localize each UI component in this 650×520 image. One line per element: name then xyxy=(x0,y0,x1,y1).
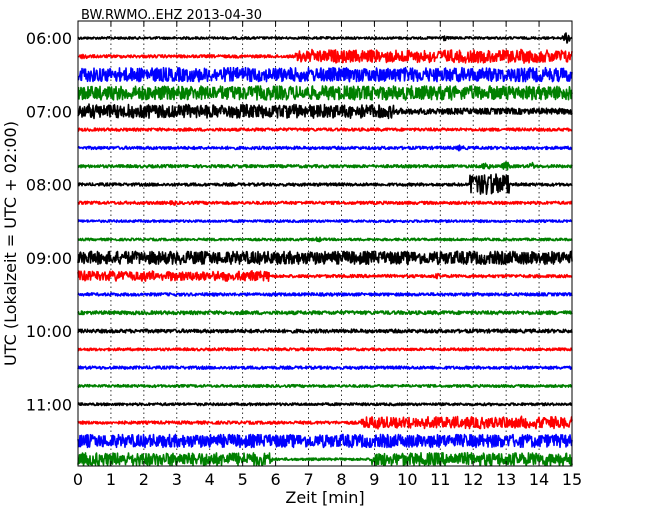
trace-line xyxy=(77,127,573,132)
x-tick-label: 0 xyxy=(73,470,83,489)
trace-line xyxy=(77,451,573,467)
trace-line xyxy=(77,365,573,370)
trace-line xyxy=(77,310,573,316)
trace-series xyxy=(77,32,573,467)
chart-title: BW.RWMO..EHZ 2013-04-30 xyxy=(81,8,262,23)
y-tick-label: 08:00 xyxy=(26,176,72,195)
y-axis-label: UTC (Lokalzeit = UTC + 02:00) xyxy=(1,121,20,366)
y-tick-label: 10:00 xyxy=(26,322,72,341)
trace-line xyxy=(77,236,573,243)
trace-line xyxy=(77,402,573,407)
y-tick-label: 07:00 xyxy=(26,102,72,121)
x-tick-label: 14 xyxy=(529,470,549,489)
trace-line xyxy=(77,219,573,224)
y-tick-label: 06:00 xyxy=(26,29,72,48)
x-tick-label: 6 xyxy=(271,470,281,489)
trace-line xyxy=(77,200,573,206)
trace-line xyxy=(77,250,573,266)
trace-line xyxy=(77,85,573,101)
trace-line xyxy=(77,144,573,152)
x-tick-label: 11 xyxy=(430,470,450,489)
x-tick-label: 3 xyxy=(172,470,182,489)
y-tick-label: 09:00 xyxy=(26,249,72,268)
y-tick-label: 11:00 xyxy=(26,395,72,414)
axis-ticks: 0 1 2 3 4 5 6 7 8 9 10 11 12 13 14 1506:0007:0008:0009:… xyxy=(26,21,582,489)
x-tick-label: 8 xyxy=(336,470,346,489)
x-tick-label: 5 xyxy=(238,470,248,489)
x-tick-label: 2 xyxy=(139,470,149,489)
trace-line xyxy=(77,173,573,195)
trace-line xyxy=(77,32,573,44)
trace-line xyxy=(77,347,573,352)
plot-frame xyxy=(77,20,573,467)
trace-line xyxy=(77,161,573,171)
trace-line xyxy=(77,292,573,297)
trace-line xyxy=(77,328,573,334)
trace-line xyxy=(77,48,573,64)
trace-line xyxy=(77,270,573,282)
x-tick-label: 4 xyxy=(205,470,215,489)
x-tick-label: 13 xyxy=(496,470,516,489)
x-tick-label: 9 xyxy=(369,470,379,489)
x-tick-label: 1 xyxy=(106,470,116,489)
x-tick-label: 15 xyxy=(562,470,582,489)
x-tick-label: 10 xyxy=(397,470,417,489)
x-axis-label: Zeit [min] xyxy=(285,488,364,507)
x-tick-label: 7 xyxy=(303,470,313,489)
trace-line xyxy=(77,433,573,449)
trace-line xyxy=(77,103,573,120)
trace-line xyxy=(77,383,573,389)
trace-line xyxy=(77,415,573,430)
trace-line xyxy=(77,66,573,83)
x-tick-label: 12 xyxy=(463,470,483,489)
